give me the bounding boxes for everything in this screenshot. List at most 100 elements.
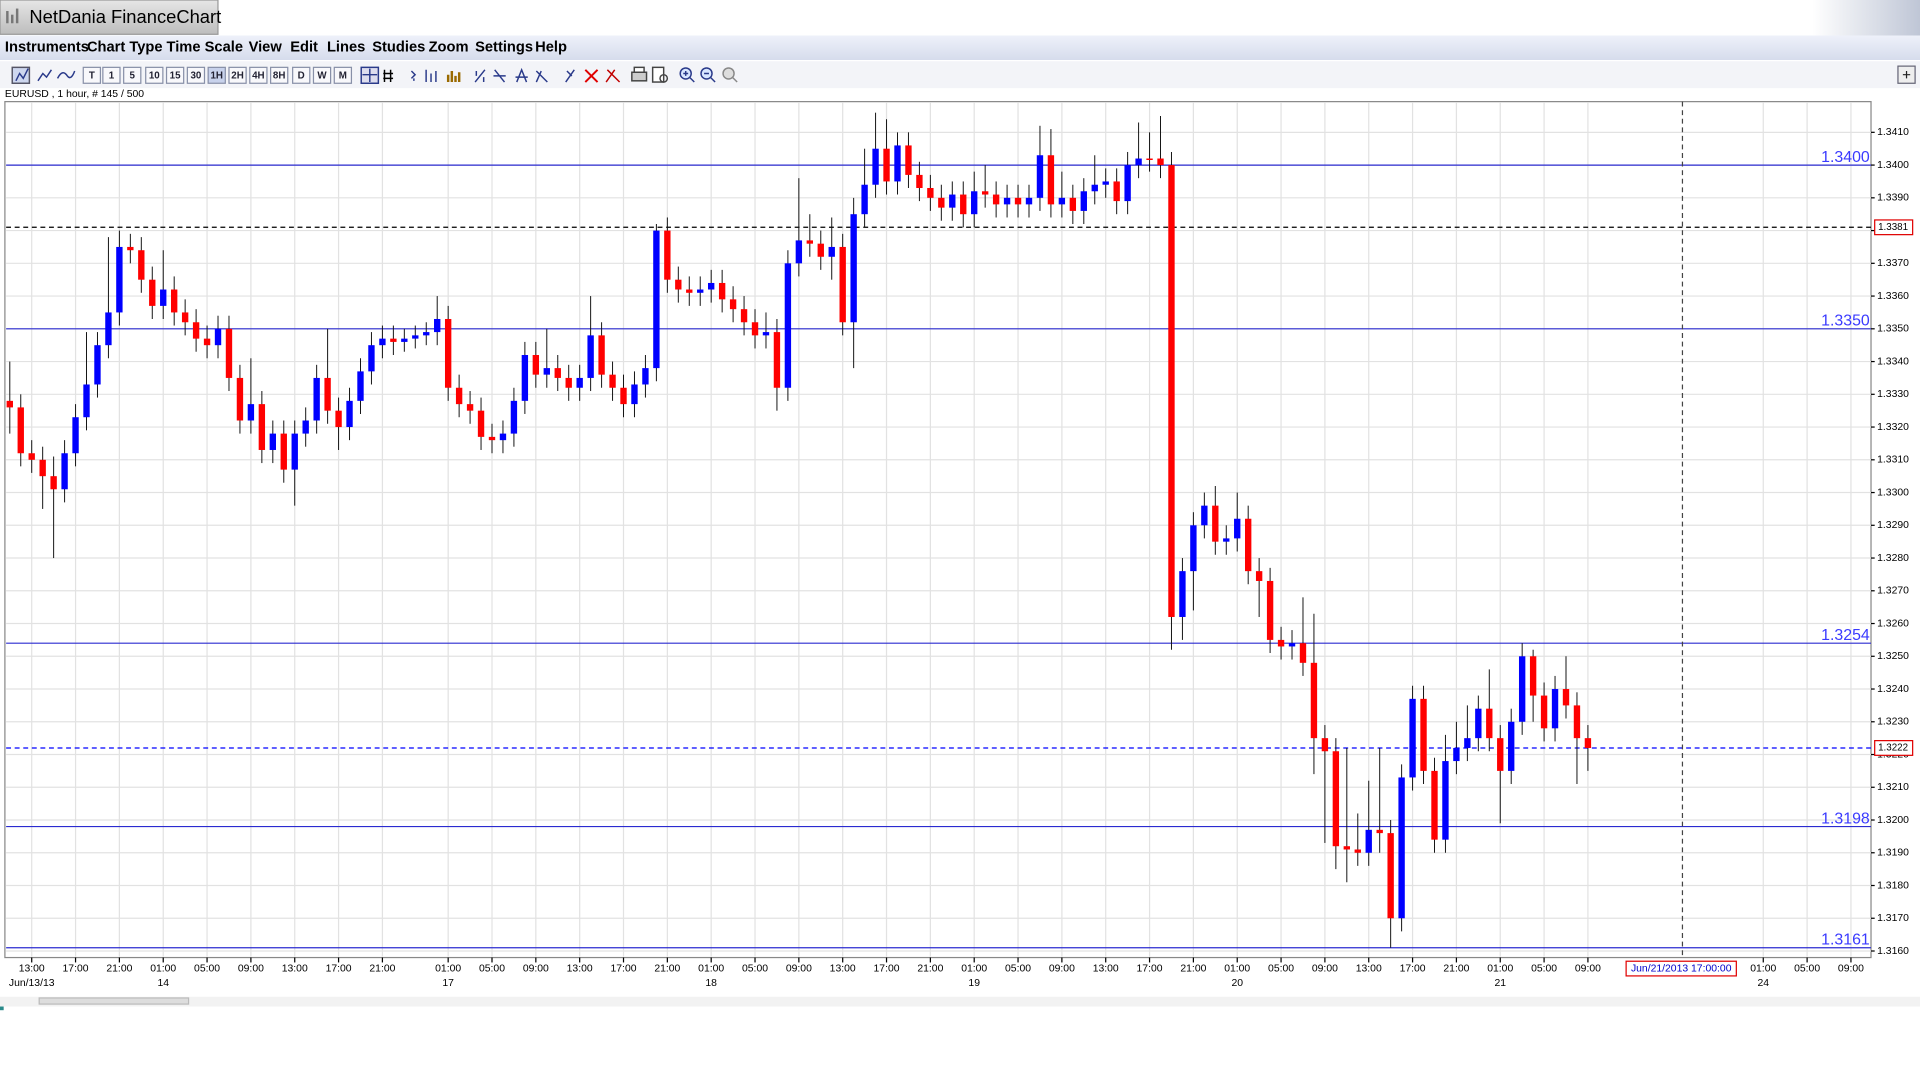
price-box	[1874, 219, 1914, 236]
candle-body	[828, 246, 835, 257]
candle-body	[1135, 158, 1142, 166]
candle-body	[1288, 643, 1296, 647]
candle-body	[664, 230, 671, 280]
candles	[6, 112, 1592, 948]
y-tick-label: 1.3370	[1877, 258, 1909, 269]
toolbar-button[interactable]	[333, 66, 353, 84]
candle-body	[1234, 518, 1241, 539]
x-tick-label: 05:00	[1268, 963, 1294, 974]
candle-body	[28, 453, 35, 460]
toolbar-button[interactable]	[165, 66, 185, 84]
instrument-info: EURUSD , 1 hour, # 145 / 500	[5, 89, 144, 100]
menu-item[interactable]: Settings	[475, 40, 533, 56]
x-date-label: 20	[1231, 978, 1243, 989]
toolbar-button[interactable]	[102, 66, 121, 84]
x-tick-label: 09:00	[1312, 963, 1338, 974]
toolbar-button-label: D	[298, 71, 305, 82]
menu-item[interactable]: Studies	[372, 40, 425, 56]
menu-item[interactable]: Help	[535, 40, 567, 56]
x-tick-label: 21:00	[1180, 963, 1206, 974]
x-tick-label: 01:00	[1487, 963, 1513, 974]
candle-body	[532, 355, 540, 375]
candle-body	[1069, 197, 1077, 211]
candle-body	[1464, 738, 1471, 748]
candle-body	[697, 289, 704, 293]
candle-body	[981, 191, 989, 195]
x-tick-label: 17:00	[611, 963, 637, 974]
level-label: 1.3350	[1821, 313, 1870, 330]
candle-body	[17, 407, 24, 454]
x-date-label: 17	[442, 978, 454, 989]
x-tick-label: 17:00	[63, 963, 89, 974]
x-tick-label: 01:00	[150, 963, 176, 974]
menu-item[interactable]: Time Scale	[167, 40, 243, 56]
candle-body	[1168, 165, 1175, 617]
menu-item[interactable]: Instruments	[5, 40, 89, 56]
candle-body	[434, 318, 441, 333]
candle-body	[50, 476, 57, 490]
y-tick-label: 1.3360	[1877, 291, 1909, 302]
axes: 1.3160 1.3170 1.3180 1.3190 1.3200 1.3210 1.32…	[9, 127, 1914, 989]
toolbar-button[interactable]	[249, 66, 268, 84]
scroll-thumb[interactable]	[38, 997, 190, 1005]
toolbar-button[interactable]	[123, 66, 142, 84]
candle-body	[171, 289, 178, 313]
candle-body	[795, 240, 803, 264]
x-date-label: 14	[157, 978, 169, 989]
y-tick-label: 1.3400	[1877, 160, 1909, 171]
title-bar	[0, 0, 1920, 36]
candle-body	[1497, 738, 1504, 771]
candle-body	[642, 368, 649, 385]
candle-body	[718, 282, 726, 300]
candle-body	[1157, 158, 1164, 166]
toolbar-button-label: 4H	[252, 71, 265, 82]
candle-body	[401, 338, 408, 342]
candle-body	[269, 433, 276, 450]
candle-body	[1047, 155, 1055, 205]
y-tick-label: 1.3250	[1877, 651, 1909, 662]
toolbar-button[interactable]	[312, 66, 332, 84]
candle-body	[1146, 158, 1153, 160]
candle-body	[883, 148, 890, 182]
candle-body	[894, 145, 901, 182]
toolbar-button-label: 15	[170, 71, 181, 82]
candle-body	[620, 387, 627, 405]
candle-body	[1529, 656, 1537, 696]
toolbar-button[interactable]	[186, 66, 206, 84]
y-tick-label: 1.3200	[1877, 815, 1909, 826]
app-tab[interactable]	[0, 0, 219, 35]
candle-body	[61, 453, 68, 490]
candle-body	[1376, 829, 1383, 834]
toolbar-button[interactable]	[207, 66, 226, 84]
candle-body	[236, 377, 244, 421]
candle-body	[83, 384, 90, 418]
toolbar-button[interactable]	[270, 66, 289, 84]
y-tick-label: 1.3290	[1877, 520, 1909, 531]
y-tick-label: 1.3190	[1877, 848, 1909, 859]
toolbar-button[interactable]	[292, 66, 311, 84]
x-tick-label: 17:00	[874, 963, 900, 974]
candle-body	[1223, 538, 1230, 542]
candle-body	[258, 404, 266, 450]
candle-body	[1540, 695, 1548, 729]
candle-body	[116, 246, 123, 313]
candle-body	[861, 184, 868, 215]
candle-body	[1113, 181, 1120, 202]
menu-item[interactable]: Edit	[290, 40, 318, 56]
menu-item[interactable]: Zoom	[429, 40, 469, 56]
menu-item[interactable]: View	[249, 40, 283, 56]
candle-body	[192, 322, 200, 339]
menu-item[interactable]: Lines	[327, 40, 365, 56]
x-date-label: 19	[968, 978, 980, 989]
toolbar-button[interactable]	[82, 66, 102, 84]
scrollbar[interactable]	[0, 996, 1920, 1007]
y-tick-label: 1.3170	[1877, 913, 1909, 924]
toolbar-button-label: 2H	[231, 71, 244, 82]
menu-item[interactable]: Chart Type	[87, 40, 163, 56]
y-tick-label: 1.3180	[1877, 880, 1909, 891]
candle-body	[499, 433, 507, 441]
candle-body	[160, 289, 167, 306]
toolbar-button[interactable]	[228, 66, 247, 84]
toolbar-button[interactable]	[145, 66, 164, 84]
x-tick-label: 13:00	[830, 963, 856, 974]
